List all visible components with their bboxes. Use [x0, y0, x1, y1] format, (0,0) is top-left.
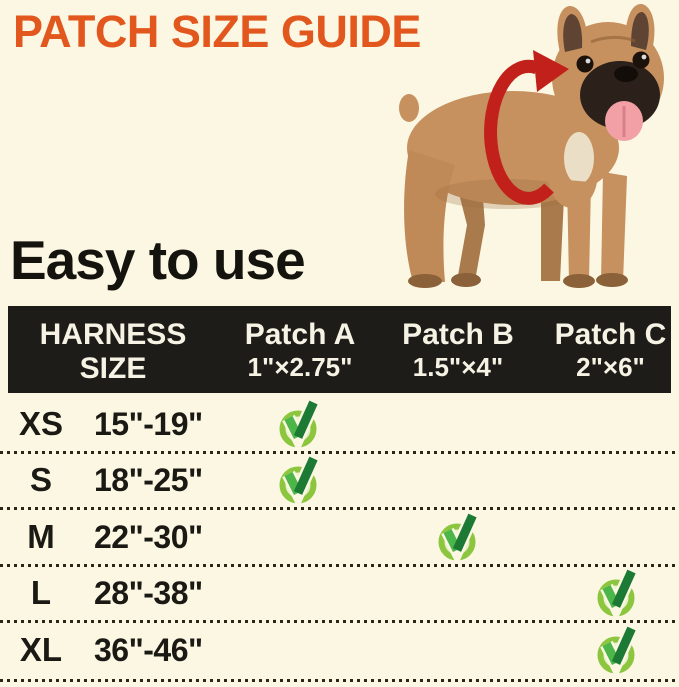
girth-range: 15"-19" — [94, 405, 203, 442]
dog-illustration — [399, 3, 664, 288]
row-divider — [0, 564, 679, 567]
dog-eye — [632, 51, 650, 69]
row-divider — [0, 679, 679, 682]
girth-range: 36"-46" — [94, 631, 203, 668]
row-divider — [0, 451, 679, 454]
size-label: M — [27, 518, 55, 555]
column-label: Patch A — [244, 318, 356, 351]
section-heading: Easy to use — [10, 229, 306, 291]
row-divider — [0, 620, 679, 623]
girth-range: 28"-38" — [94, 574, 203, 611]
row-divider — [0, 507, 679, 510]
girth-arrow-icon — [484, 50, 569, 205]
column-dimensions: 1.5"×4" — [412, 352, 504, 382]
column-header-patch-c: Patch C 2"×6" — [550, 317, 671, 382]
checkmark-icon — [277, 398, 323, 454]
dog-nose — [614, 66, 638, 82]
table-row: XS 15"-19" — [0, 397, 679, 454]
table-row: L 28"-38" — [0, 566, 679, 623]
size-label: XL — [19, 631, 63, 668]
table-row: M 22"-30" — [0, 510, 679, 567]
table-row: S 18"-25" — [0, 453, 679, 510]
table-row: XL 36"-46" — [0, 623, 679, 680]
size-label: XS — [18, 405, 64, 442]
size-label: L — [30, 574, 52, 611]
checkmark-icon — [436, 511, 482, 567]
girth-range: 22"-30" — [94, 518, 203, 555]
dog-eye — [576, 55, 594, 73]
checkmark-icon — [595, 624, 641, 680]
column-label: Patch B — [402, 318, 514, 351]
column-header-patch-b: Patch B 1.5"×4" — [383, 317, 533, 382]
column-label: Patch C — [554, 318, 667, 351]
checkmark-icon — [277, 454, 323, 510]
size-label: S — [29, 461, 52, 498]
column-header-harness-size: HARNESS SIZE — [39, 318, 187, 385]
column-dimensions: 1"×2.75" — [247, 352, 353, 382]
column-dimensions: 2"×6" — [576, 352, 645, 382]
column-header-patch-a: Patch A 1"×2.75" — [225, 317, 375, 382]
page-title: PATCH SIZE GUIDE — [13, 6, 421, 57]
french-bulldog — [399, 3, 664, 288]
girth-range: 18"-25" — [94, 461, 203, 498]
table-header: HARNESS SIZE Patch A 1"×2.75" Patch B 1.… — [8, 306, 671, 393]
checkmark-icon — [595, 567, 641, 623]
